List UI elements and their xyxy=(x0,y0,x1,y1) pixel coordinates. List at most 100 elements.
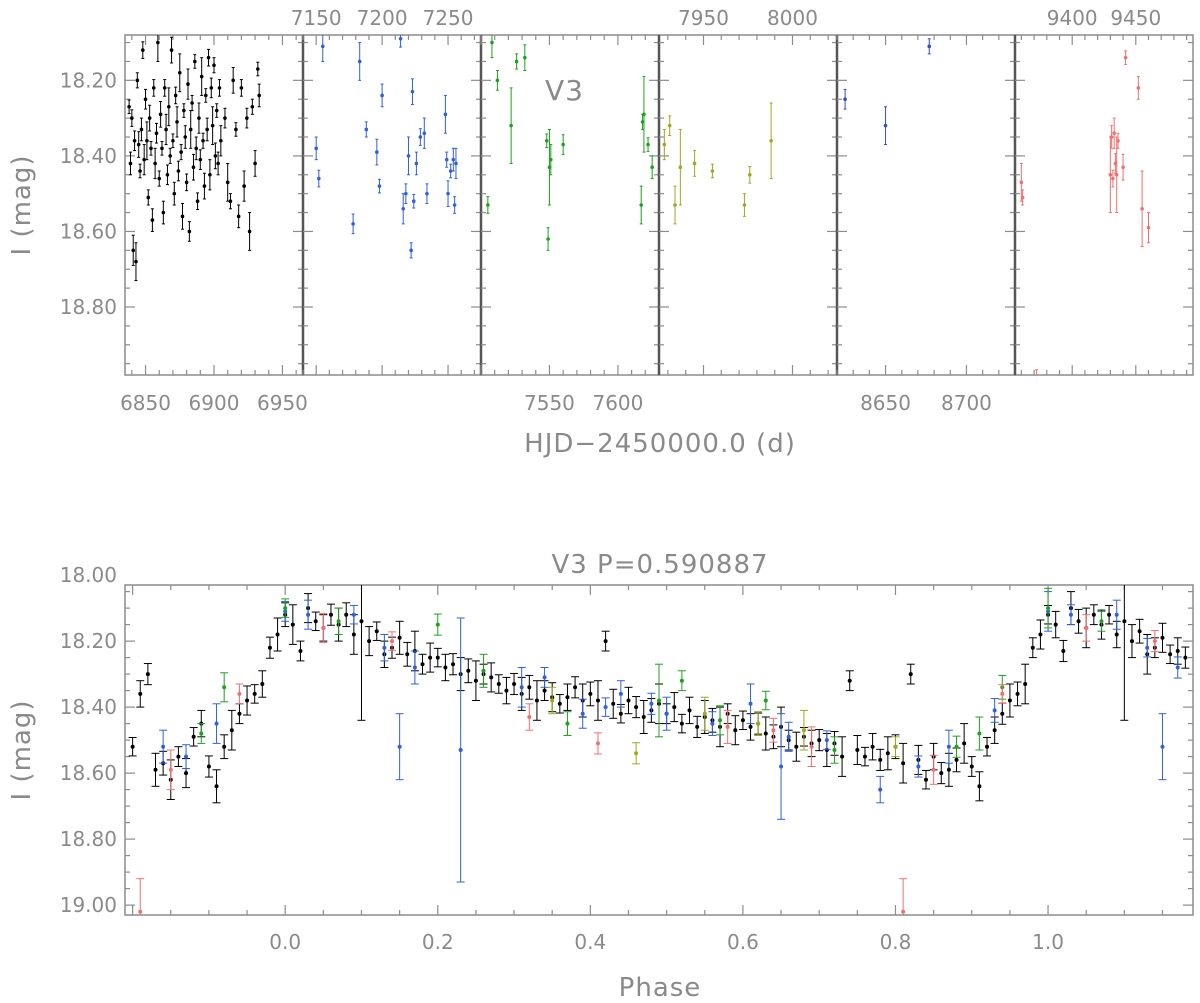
point-marker xyxy=(454,161,458,166)
panel-points xyxy=(662,102,773,225)
data-point xyxy=(418,128,423,146)
data-point xyxy=(422,117,427,149)
point-marker xyxy=(175,120,179,124)
data-point xyxy=(257,83,261,108)
panel-points xyxy=(314,35,458,259)
data-point xyxy=(563,711,572,736)
data-point xyxy=(471,660,480,701)
data-point xyxy=(158,100,163,128)
point-marker xyxy=(641,715,646,719)
data-point xyxy=(548,686,557,715)
point-marker xyxy=(1019,180,1024,185)
point-marker xyxy=(168,154,172,158)
point-marker xyxy=(142,157,146,162)
data-point xyxy=(1082,614,1091,642)
point-marker xyxy=(527,715,532,719)
data-point xyxy=(517,667,526,708)
point-marker xyxy=(214,108,219,113)
point-marker xyxy=(212,63,216,68)
data-point xyxy=(186,68,190,100)
x-tick-label: 0.2 xyxy=(422,930,454,954)
point-marker xyxy=(901,761,906,766)
point-marker xyxy=(817,738,822,743)
data-point xyxy=(404,183,408,204)
data-point xyxy=(922,769,930,790)
data-point xyxy=(179,144,183,161)
x-tick-label: 9400 xyxy=(1047,6,1098,30)
point-marker xyxy=(634,751,639,756)
point-marker xyxy=(245,698,250,703)
data-point xyxy=(167,87,171,127)
data-point xyxy=(593,680,602,721)
data-point xyxy=(414,151,419,176)
point-marker xyxy=(298,649,303,653)
data-point xyxy=(235,683,244,705)
data-point xyxy=(1005,683,1014,718)
data-point xyxy=(650,155,654,180)
data-point xyxy=(685,696,694,725)
point-marker xyxy=(672,705,677,710)
panel-points xyxy=(1019,50,1151,375)
data-point xyxy=(678,128,683,206)
point-marker xyxy=(771,728,776,733)
data-point xyxy=(1013,681,1022,707)
point-marker xyxy=(443,665,448,670)
data-point xyxy=(490,35,494,59)
point-marker xyxy=(380,93,384,98)
point-marker xyxy=(908,672,913,677)
point-marker xyxy=(127,104,131,109)
data-point xyxy=(983,736,992,757)
x-tick-label: 7250 xyxy=(423,6,474,30)
point-marker xyxy=(687,708,692,713)
point-marker xyxy=(763,698,768,703)
point-marker xyxy=(314,146,318,151)
point-marker xyxy=(809,744,814,749)
point-marker xyxy=(448,169,453,173)
panel-5: 9400 9450 xyxy=(1013,6,1194,376)
data-point xyxy=(162,79,167,97)
point-marker xyxy=(320,44,325,49)
data-point xyxy=(454,147,458,180)
data-point xyxy=(738,710,747,731)
data-point xyxy=(168,147,172,164)
data-point xyxy=(433,647,442,668)
y-tick-label: 18.40 xyxy=(60,144,117,168)
point-marker xyxy=(401,206,406,211)
data-point xyxy=(139,117,144,142)
data-point xyxy=(411,193,416,209)
point-marker xyxy=(603,705,608,710)
point-marker xyxy=(1030,645,1035,650)
data-point xyxy=(204,755,213,778)
point-marker xyxy=(237,691,242,696)
data-point xyxy=(747,165,752,184)
point-marker xyxy=(149,146,153,151)
point-marker xyxy=(344,612,349,617)
point-marker xyxy=(367,639,372,644)
data-point xyxy=(403,641,412,667)
point-marker xyxy=(779,764,784,769)
series-0 xyxy=(128,585,1190,804)
data-point xyxy=(876,748,885,771)
data-point xyxy=(792,731,801,762)
point-marker xyxy=(786,734,791,739)
data-point xyxy=(876,775,885,804)
point-marker xyxy=(156,40,160,45)
data-point xyxy=(998,702,1007,725)
point-marker xyxy=(878,787,883,792)
point-marker xyxy=(213,154,218,158)
point-marker xyxy=(954,757,959,762)
point-marker xyxy=(748,724,753,729)
point-marker xyxy=(1108,172,1113,177)
panel-1: 7150 7200 7250 xyxy=(291,6,482,376)
data-point xyxy=(217,79,222,97)
data-point xyxy=(165,164,170,186)
point-marker xyxy=(495,78,500,83)
point-marker xyxy=(157,176,162,181)
point-marker xyxy=(191,165,196,170)
data-point xyxy=(769,102,773,180)
data-point xyxy=(1123,50,1128,65)
data-point xyxy=(452,196,457,214)
data-point xyxy=(670,692,679,723)
data-point xyxy=(176,160,181,182)
point-marker xyxy=(328,612,333,617)
